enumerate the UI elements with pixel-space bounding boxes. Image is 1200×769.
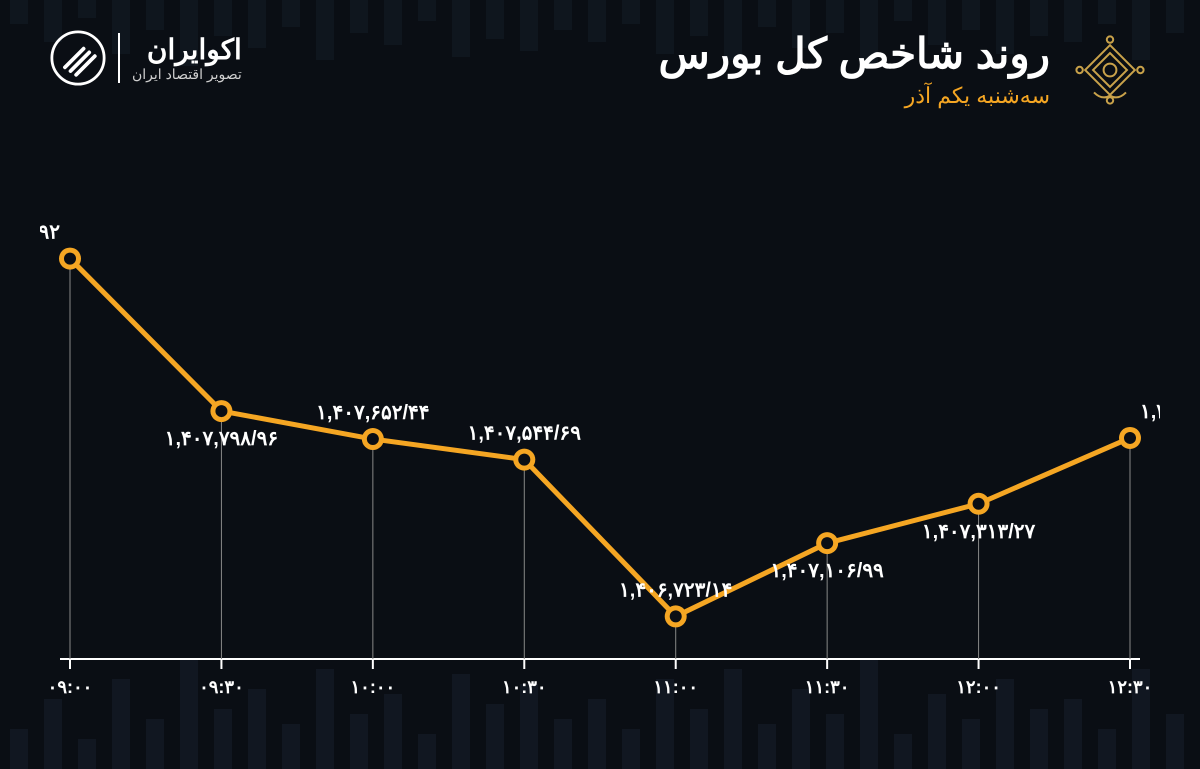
value-label: ۱,۴۰۶,۷۲۳/۱۴ [619, 579, 732, 601]
value-label: ۱,۴۰۸,۵۹۷/۹۲ [40, 222, 60, 244]
brand-divider [118, 33, 120, 83]
header: روند شاخص کل بورس سه‌شنبه یکم آذر اکوایر… [0, 0, 1200, 110]
value-label: ۱,۴۰۷,۱۰۶/۹۹ [770, 560, 884, 582]
x-axis-label: ۰۹:۰۰ [48, 677, 93, 697]
ecoiran-logo-icon [50, 30, 106, 86]
value-label: ۱,۴۰۷,۳۱۳/۲۷ [922, 521, 1036, 543]
brand-tagline: تصویر اقتصاد ایران [132, 66, 242, 83]
x-axis-label: ۱۲:۰۰ [956, 677, 1001, 697]
x-axis-label: ۱۰:۰۰ [351, 677, 396, 697]
exchange-emblem-icon [1070, 30, 1150, 110]
chart-area: ۰۹:۰۰ ۰۹:۳۰ ۱۰:۰۰ ۱۰:۳۰ ۱۱:۰۰ ۱۱:۳۰ ۱۲:۰۰ ۱۲:۳۰… [40, 180, 1160, 729]
x-axis-label: ۱۱:۰۰ [653, 677, 698, 697]
value-label: ۱,۴۰۷,۵۴۴/۶۹ [468, 423, 582, 445]
value-label: ۱,۴۰۷,۷۹۸/۹۶ [165, 428, 278, 450]
x-axis-label: ۰۹:۳۰ [199, 677, 244, 697]
x-axis-label: ۱۰:۳۰ [502, 677, 547, 697]
brand-name: اکوایران [132, 33, 242, 66]
brand-block: اکوایران تصویر اقتصاد ایران [50, 30, 242, 86]
chart-subtitle: سه‌شنبه یکم آذر [659, 83, 1050, 109]
value-label: ۱,۴۰۷,۶۵۲/۴۴ [316, 402, 429, 424]
title-block: روند شاخص کل بورس سه‌شنبه یکم آذر [659, 30, 1150, 110]
x-axis-label: ۱۲:۳۰ [1108, 677, 1153, 697]
chart-title: روند شاخص کل بورس [659, 31, 1050, 77]
x-axis-label: ۱۱:۳۰ [805, 677, 850, 697]
line-chart: ۰۹:۰۰ ۰۹:۳۰ ۱۰:۰۰ ۱۰:۳۰ ۱۱:۰۰ ۱۱:۳۰ ۱۲:۰۰ ۱۲:۳۰… [40, 180, 1160, 729]
value-label: ۱,۴۰۷,۶۵۸/۱۶ [1140, 401, 1160, 423]
